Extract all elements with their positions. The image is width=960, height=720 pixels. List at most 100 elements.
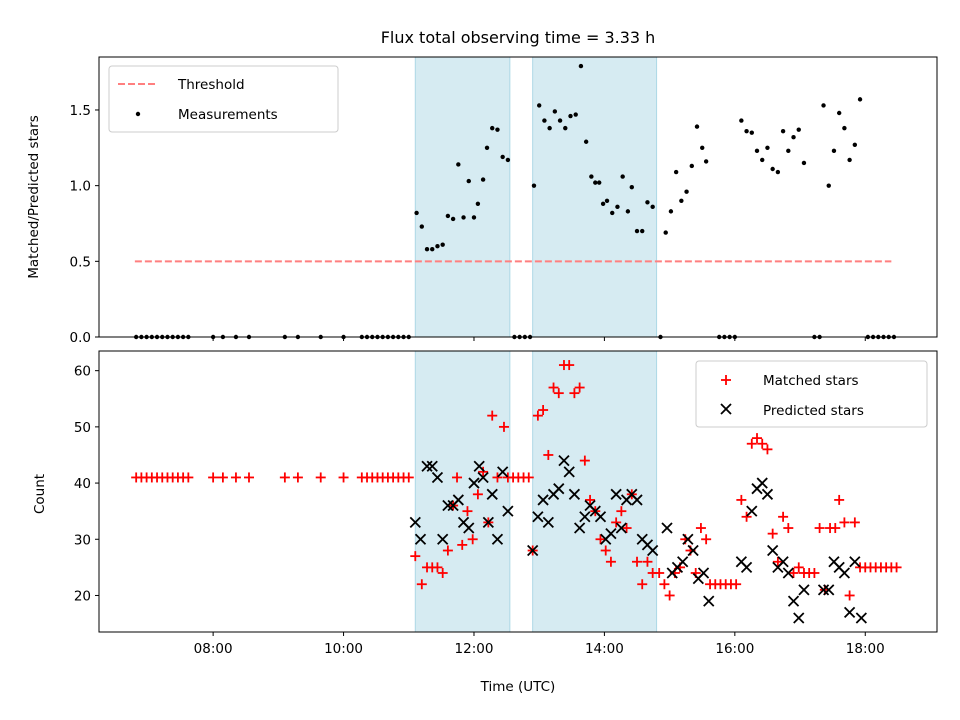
matched-point — [498, 421, 509, 432]
measurement-point — [634, 228, 640, 234]
predicted-point — [787, 595, 800, 607]
predicted-point — [463, 522, 475, 534]
matched-point — [757, 438, 768, 449]
matched-point — [472, 489, 483, 500]
measurement-point — [739, 118, 744, 123]
matched-point — [783, 523, 794, 534]
matched-point — [611, 517, 622, 528]
predicted-point — [756, 477, 768, 489]
matched-point — [741, 511, 752, 522]
matched-point — [849, 517, 860, 528]
measurement-point — [801, 160, 807, 166]
measurement-point — [610, 210, 615, 216]
predicted-point — [682, 533, 694, 545]
matched-point — [243, 472, 254, 483]
measurement-point — [821, 103, 826, 108]
ratio-axes-frame — [98, 56, 938, 338]
measurement-point — [475, 201, 481, 207]
matched-point — [548, 382, 559, 393]
predicted-point — [777, 556, 789, 568]
predicted-point — [537, 494, 549, 506]
y-tick-label: 0.0 — [70, 330, 91, 346]
predicted-point — [631, 494, 643, 506]
y-tick-label: 1.0 — [70, 179, 91, 195]
count-legend-box — [695, 360, 928, 428]
measurement-point — [414, 210, 419, 216]
measurement-point — [703, 159, 709, 164]
predicted-legend-swatch — [720, 403, 732, 415]
predicted-point — [687, 544, 699, 557]
measurement-point — [668, 209, 674, 214]
measurement-point — [791, 135, 796, 140]
measurement-point — [495, 127, 500, 132]
matched-point — [621, 523, 632, 534]
matched-point — [891, 562, 902, 573]
predicted-point — [793, 612, 805, 624]
predicted-point — [542, 516, 554, 529]
measurement-point — [430, 247, 435, 252]
measurement-point — [826, 183, 831, 188]
matched-point — [279, 472, 290, 483]
predicted-point — [482, 516, 494, 529]
y-tick-label: 1.5 — [70, 103, 91, 119]
matched-point — [457, 539, 468, 550]
predicted-point — [431, 471, 444, 484]
matched-point — [532, 410, 543, 421]
matched-point — [410, 551, 421, 562]
matched-point — [809, 567, 820, 578]
predicted-point — [442, 499, 454, 512]
measurement-point — [847, 157, 852, 163]
measurement-point — [684, 189, 689, 194]
matched-point — [462, 506, 473, 517]
predicted-point — [579, 511, 591, 523]
measurement-point — [563, 125, 568, 131]
measurement-point — [450, 216, 456, 222]
measurement-point — [650, 204, 655, 210]
predicted-point — [477, 471, 489, 484]
matched-point — [632, 556, 643, 567]
measurement-point — [480, 177, 486, 182]
predicted-point — [468, 477, 480, 489]
predicted-point — [843, 606, 856, 618]
ratio-legend-box — [108, 65, 339, 133]
matched-point — [416, 579, 427, 590]
predicted-point — [426, 460, 438, 472]
ratio-panel: 0.0 0.5 1.0 1.5 Flux total observing time =… — [26, 28, 938, 346]
measurement-point — [490, 125, 495, 131]
matched-point — [523, 472, 534, 483]
x-axis-label: Time (UTC) — [480, 679, 556, 695]
predicted-point — [532, 511, 544, 523]
measurement-point — [615, 204, 620, 210]
measurement-point — [505, 157, 511, 163]
predicted-point — [421, 460, 433, 472]
measurement-point — [456, 162, 461, 167]
count-axes-frame — [98, 350, 938, 633]
measurement-point — [461, 215, 466, 220]
matched-point — [569, 388, 580, 399]
predicted-point — [497, 466, 509, 478]
matched-point — [701, 534, 712, 545]
matched-point — [543, 449, 554, 460]
matched-point — [574, 382, 585, 393]
predicted-point — [849, 556, 861, 568]
measurement-point — [640, 228, 645, 234]
measurement-point — [760, 157, 765, 163]
measurement-point — [694, 124, 700, 129]
matched-point — [442, 545, 453, 556]
predicted-point — [823, 584, 835, 596]
measurement-point — [754, 148, 760, 154]
predicted-point — [605, 528, 617, 540]
measurement-point — [770, 166, 775, 172]
count-marks — [131, 360, 902, 624]
y-tick-label: 40 — [74, 476, 91, 492]
measurement-point — [573, 112, 578, 117]
count-panel: 20 30 40 50 60 08:00 10:00 12:00 14:00 16:00 18:0… — [32, 350, 938, 695]
matched-point — [814, 523, 825, 534]
measurement-point — [786, 148, 791, 154]
measurement-point — [663, 230, 668, 235]
measurement-point — [547, 125, 552, 131]
count-legend: Matched stars Predicted stars — [695, 360, 928, 428]
matched-point — [553, 388, 564, 399]
matched-point — [600, 545, 611, 556]
